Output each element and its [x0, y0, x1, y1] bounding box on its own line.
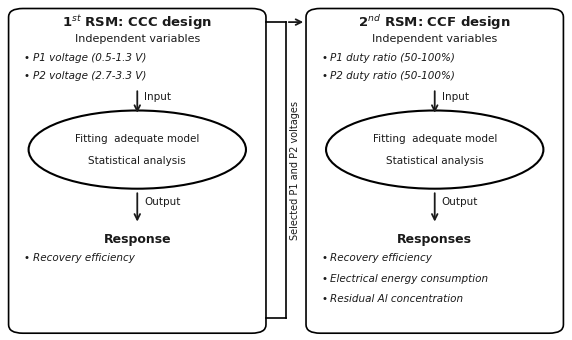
FancyBboxPatch shape — [9, 8, 266, 333]
Text: •: • — [321, 71, 327, 81]
Text: P1 duty ratio (50-100%): P1 duty ratio (50-100%) — [330, 53, 455, 63]
Text: Independent variables: Independent variables — [75, 34, 200, 44]
Text: Responses: Responses — [397, 233, 472, 246]
Text: Selected P1 and P2 voltages: Selected P1 and P2 voltages — [290, 101, 300, 239]
Text: •: • — [321, 253, 327, 263]
Text: Input: Input — [442, 92, 468, 102]
Text: 1$^{st}$ RSM: CCC design: 1$^{st}$ RSM: CCC design — [62, 14, 212, 32]
Text: Residual Al concentration: Residual Al concentration — [330, 294, 463, 304]
Text: •: • — [24, 253, 30, 263]
Text: Recovery efficiency: Recovery efficiency — [33, 253, 134, 263]
Text: Fitting  adequate model: Fitting adequate model — [75, 134, 200, 144]
Text: •: • — [24, 53, 30, 63]
Text: P1 voltage (0.5-1.3 V): P1 voltage (0.5-1.3 V) — [33, 53, 146, 63]
Text: •: • — [321, 274, 327, 284]
FancyBboxPatch shape — [306, 8, 563, 333]
Text: Statistical analysis: Statistical analysis — [386, 156, 483, 167]
Text: 2$^{nd}$ RSM: CCF design: 2$^{nd}$ RSM: CCF design — [358, 14, 511, 33]
Text: •: • — [24, 71, 30, 81]
Text: Recovery efficiency: Recovery efficiency — [330, 253, 432, 263]
Text: Independent variables: Independent variables — [372, 34, 497, 44]
Text: Output: Output — [442, 197, 478, 207]
Text: Electrical energy consumption: Electrical energy consumption — [330, 274, 488, 284]
Ellipse shape — [29, 110, 246, 189]
Text: Input: Input — [144, 92, 171, 102]
Text: •: • — [321, 53, 327, 63]
Ellipse shape — [326, 110, 543, 189]
Text: Statistical analysis: Statistical analysis — [89, 156, 186, 167]
Text: P2 duty ratio (50-100%): P2 duty ratio (50-100%) — [330, 71, 455, 81]
Text: •: • — [321, 294, 327, 304]
Text: P2 voltage (2.7-3.3 V): P2 voltage (2.7-3.3 V) — [33, 71, 146, 81]
Text: Fitting  adequate model: Fitting adequate model — [372, 134, 497, 144]
Text: Response: Response — [104, 233, 171, 246]
Text: Output: Output — [144, 197, 181, 207]
